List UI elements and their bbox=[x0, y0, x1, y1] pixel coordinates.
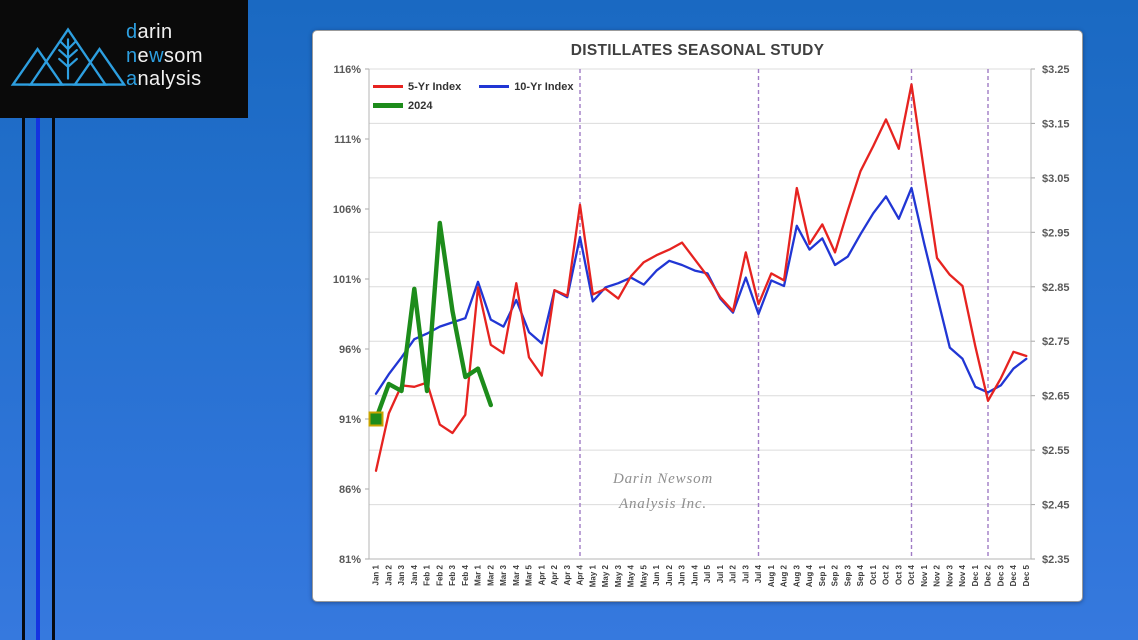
week-label: Aug 4 bbox=[805, 564, 814, 587]
week-label: Dec 5 bbox=[1022, 564, 1031, 586]
price-axis-label: $2.55 bbox=[1042, 445, 1070, 457]
week-label: Sep 3 bbox=[843, 564, 852, 586]
week-label: Jul 2 bbox=[729, 564, 738, 583]
week-label: May 4 bbox=[627, 564, 636, 587]
week-label: Dec 1 bbox=[971, 564, 980, 586]
week-label: Oct 4 bbox=[907, 564, 916, 585]
plot-area: $3.25 $3.15 $3.05 $2.95 $2.85 $2.75 $2.65 $2.55… bbox=[333, 64, 1070, 587]
week-label: May 1 bbox=[588, 564, 597, 587]
week-label: Nov 3 bbox=[945, 564, 954, 586]
week-label: Mar 3 bbox=[499, 564, 508, 585]
week-label: Jul 3 bbox=[741, 564, 750, 583]
dna-logo: darin newsom analysis bbox=[0, 0, 248, 118]
series-line-2024 bbox=[373, 220, 494, 422]
logo-mountains-wheat-icon bbox=[10, 27, 127, 86]
legend-line-swatch bbox=[479, 85, 510, 88]
week-label: Feb 3 bbox=[448, 564, 457, 585]
week-label: Jan 1 bbox=[372, 564, 381, 585]
week-label: Aug 1 bbox=[767, 564, 776, 587]
background-stripe bbox=[22, 0, 25, 640]
series-line-5-yr-index bbox=[374, 83, 1028, 472]
price-axis-label: $2.75 bbox=[1042, 336, 1070, 348]
week-label: Nov 2 bbox=[933, 564, 942, 586]
week-label: May 2 bbox=[601, 564, 610, 587]
percent-axis-label: 106% bbox=[333, 204, 361, 216]
chart-legend: 5-Yr Index 10-Yr Index 2024 bbox=[373, 77, 592, 115]
logo-text-line: darin bbox=[126, 21, 173, 43]
price-axis-label: $2.45 bbox=[1042, 500, 1070, 512]
percent-axis-label: 81% bbox=[339, 554, 361, 566]
week-label: Apr 2 bbox=[550, 564, 559, 585]
week-label: Mar 1 bbox=[474, 564, 483, 585]
price-axis-label: $3.15 bbox=[1042, 118, 1070, 130]
week-label: Sep 2 bbox=[831, 564, 840, 586]
week-label: Mar 2 bbox=[486, 564, 495, 585]
week-label: Aug 3 bbox=[792, 564, 801, 587]
week-label: Sep 4 bbox=[856, 564, 865, 586]
price-axis-label: $3.25 bbox=[1042, 64, 1070, 76]
week-label: May 3 bbox=[614, 564, 623, 587]
logo-text: darin newsom analysis bbox=[126, 21, 203, 92]
week-label: Dec 2 bbox=[984, 564, 993, 586]
week-label: Dec 3 bbox=[996, 564, 1005, 586]
week-label: Feb 2 bbox=[435, 564, 444, 585]
chart-panel: DISTILLATES SEASONAL STUDY 5-Yr Index 10-… bbox=[312, 30, 1083, 602]
week-label: Apr 4 bbox=[576, 564, 585, 585]
percent-axis-label: 101% bbox=[333, 274, 361, 286]
week-label: Sep 1 bbox=[818, 564, 827, 586]
week-label: Mar 5 bbox=[525, 564, 534, 585]
background-stripe bbox=[52, 0, 55, 640]
series-line-10-yr-index bbox=[374, 186, 1028, 395]
week-label: Feb 1 bbox=[423, 564, 432, 585]
week-label: Oct 1 bbox=[869, 564, 878, 585]
week-label: Jun 4 bbox=[690, 564, 699, 585]
price-axis-label: $2.35 bbox=[1042, 554, 1070, 566]
percent-axis-label: 111% bbox=[334, 134, 361, 146]
week-label: Nov 4 bbox=[958, 564, 967, 586]
week-label: Jul 5 bbox=[703, 564, 712, 583]
week-label: Jan 2 bbox=[384, 564, 393, 585]
logo-text-line: newsom bbox=[126, 44, 203, 67]
week-label: Apr 1 bbox=[537, 564, 546, 585]
week-label: Nov 1 bbox=[920, 564, 929, 586]
watermark: Darin Newsom bbox=[612, 471, 714, 487]
legend-line-swatch bbox=[373, 85, 403, 88]
week-label: May 5 bbox=[639, 564, 648, 587]
week-label: Dec 4 bbox=[1009, 564, 1018, 586]
week-label: Jun 1 bbox=[652, 564, 661, 585]
week-label: Jul 1 bbox=[716, 564, 725, 583]
week-label: Oct 2 bbox=[882, 564, 891, 585]
price-axis-label: $2.95 bbox=[1042, 227, 1070, 239]
week-label: Jun 2 bbox=[665, 564, 674, 585]
price-axis-label: $2.65 bbox=[1042, 391, 1070, 403]
legend-item-5-yr-index: 5-Yr Index bbox=[373, 81, 461, 93]
percent-axis-label: 91% bbox=[339, 414, 361, 426]
week-label: Oct 3 bbox=[894, 564, 903, 585]
week-label: Jun 3 bbox=[678, 564, 687, 585]
price-axis-label: $2.85 bbox=[1042, 282, 1070, 294]
legend-item-10-yr-index: 10-Yr Index bbox=[479, 81, 574, 93]
background-stripe bbox=[36, 0, 40, 640]
legend-item-2024: 2024 bbox=[373, 100, 432, 112]
week-label: Aug 2 bbox=[780, 564, 789, 587]
percent-axis-label: 86% bbox=[339, 484, 361, 496]
chart-title: DISTILLATES SEASONAL STUDY bbox=[570, 42, 825, 59]
percent-axis-label: 116% bbox=[333, 64, 361, 76]
week-label: Apr 3 bbox=[563, 564, 572, 585]
start-marker-2024 bbox=[368, 411, 384, 427]
logo-text-line: analysis bbox=[126, 68, 202, 90]
week-label: Jan 3 bbox=[397, 564, 406, 585]
week-label: Mar 4 bbox=[512, 564, 521, 585]
week-label: Jan 4 bbox=[410, 564, 419, 585]
percent-axis-label: 96% bbox=[339, 344, 361, 356]
week-label: Jul 4 bbox=[754, 564, 763, 583]
price-axis-label: $3.05 bbox=[1042, 173, 1070, 185]
week-label: Feb 4 bbox=[461, 564, 470, 585]
legend-line-swatch bbox=[373, 103, 403, 108]
watermark: Analysis Inc. bbox=[619, 496, 707, 512]
